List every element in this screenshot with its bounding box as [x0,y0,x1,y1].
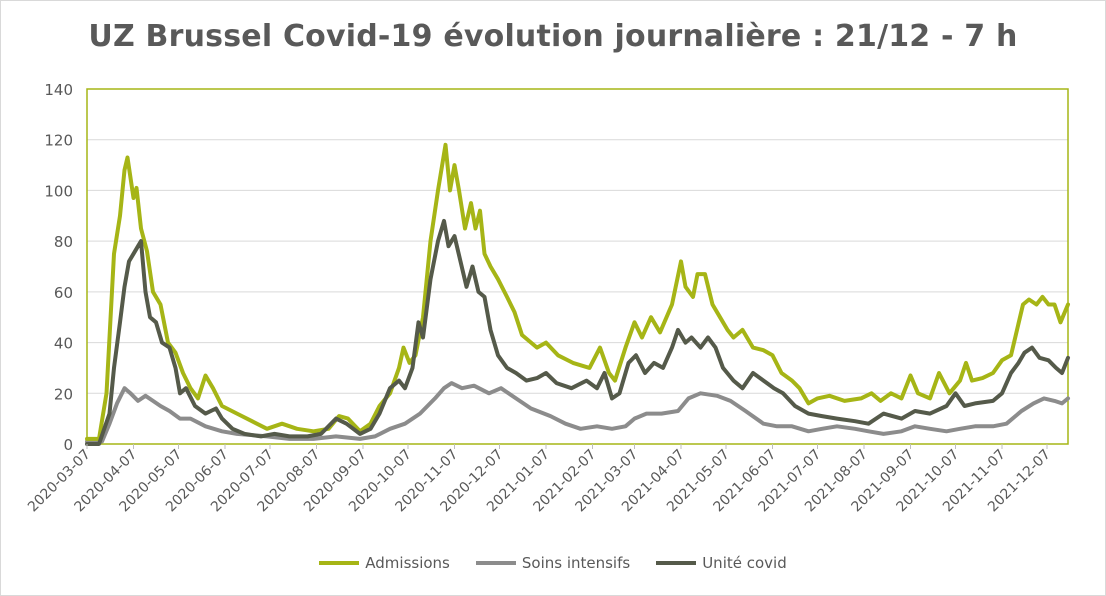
legend-swatch-soins-intensifs [475,561,516,565]
legend-label-admissions: Admissions [365,554,450,572]
y-tick-label: 20 [54,385,73,403]
y-tick-label: 80 [54,233,73,251]
y-tick-label: 120 [44,132,73,150]
y-tick-label: 40 [54,335,73,353]
y-tick-label: 100 [44,182,73,200]
y-tick-label: 60 [54,284,73,302]
legend-label-unite-covid: Unité covid [702,554,787,572]
chart-title: UZ Brussel Covid-19 évolution journalièr… [88,19,1018,54]
series-line-soins-intensifs [85,381,1070,444]
y-tick-label: 140 [44,81,73,99]
series-layer [85,142,1070,446]
plot-area-border [86,88,1069,445]
legend-label-soins-intensifs: Soins intensifs [521,554,631,572]
legend-item-unite-covid: Unité covid [656,554,787,572]
series-line-unit-covid [85,218,1070,446]
legend-item-soins-intensifs: Soins intensifs [475,554,631,572]
x-axis: 2020-03-072020-04-072020-05-072020-06-07… [25,444,1054,515]
y-axis: 0 20 40 60 80 100 120 140 [44,81,73,454]
legend-swatch-admissions [319,561,360,565]
legend: Admissions Soins intensifs Unité covid [1,554,1105,572]
gridlines [87,88,1068,445]
legend-swatch-unite-covid [656,561,697,565]
y-tick-label: 0 [63,436,73,454]
legend-item-admissions: Admissions [319,554,450,572]
series-line-admissions [85,142,1070,441]
